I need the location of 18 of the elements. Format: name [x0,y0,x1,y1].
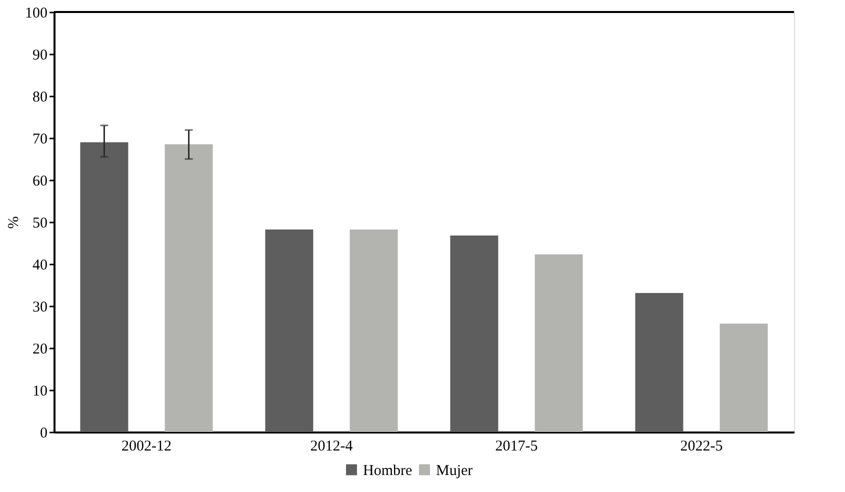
y-tick-label: 20 [32,342,48,358]
y-tick-label: 80 [32,90,48,106]
y-tick-label: 90 [32,48,48,64]
x-tick-label: 2002-12 [122,438,172,454]
y-tick-label: 40 [32,258,48,274]
y-tick-label: 60 [32,174,48,190]
legend-label: Mujer [436,462,473,479]
y-tick-label: 10 [32,384,48,400]
x-tick-label: 2017-5 [495,438,538,454]
y-tick-label: 30 [32,300,48,316]
y-tick-label: 70 [32,132,48,148]
y-tick-label: 0 [40,426,48,442]
y-tick-label: 50 [32,216,48,232]
y-tick-label: 100 [25,6,48,22]
legend-label: Hombre [363,462,412,479]
y-axis-title: % [6,216,22,229]
x-tick-label: 2022-5 [680,438,723,454]
x-tick-label: 2012-4 [310,438,354,454]
